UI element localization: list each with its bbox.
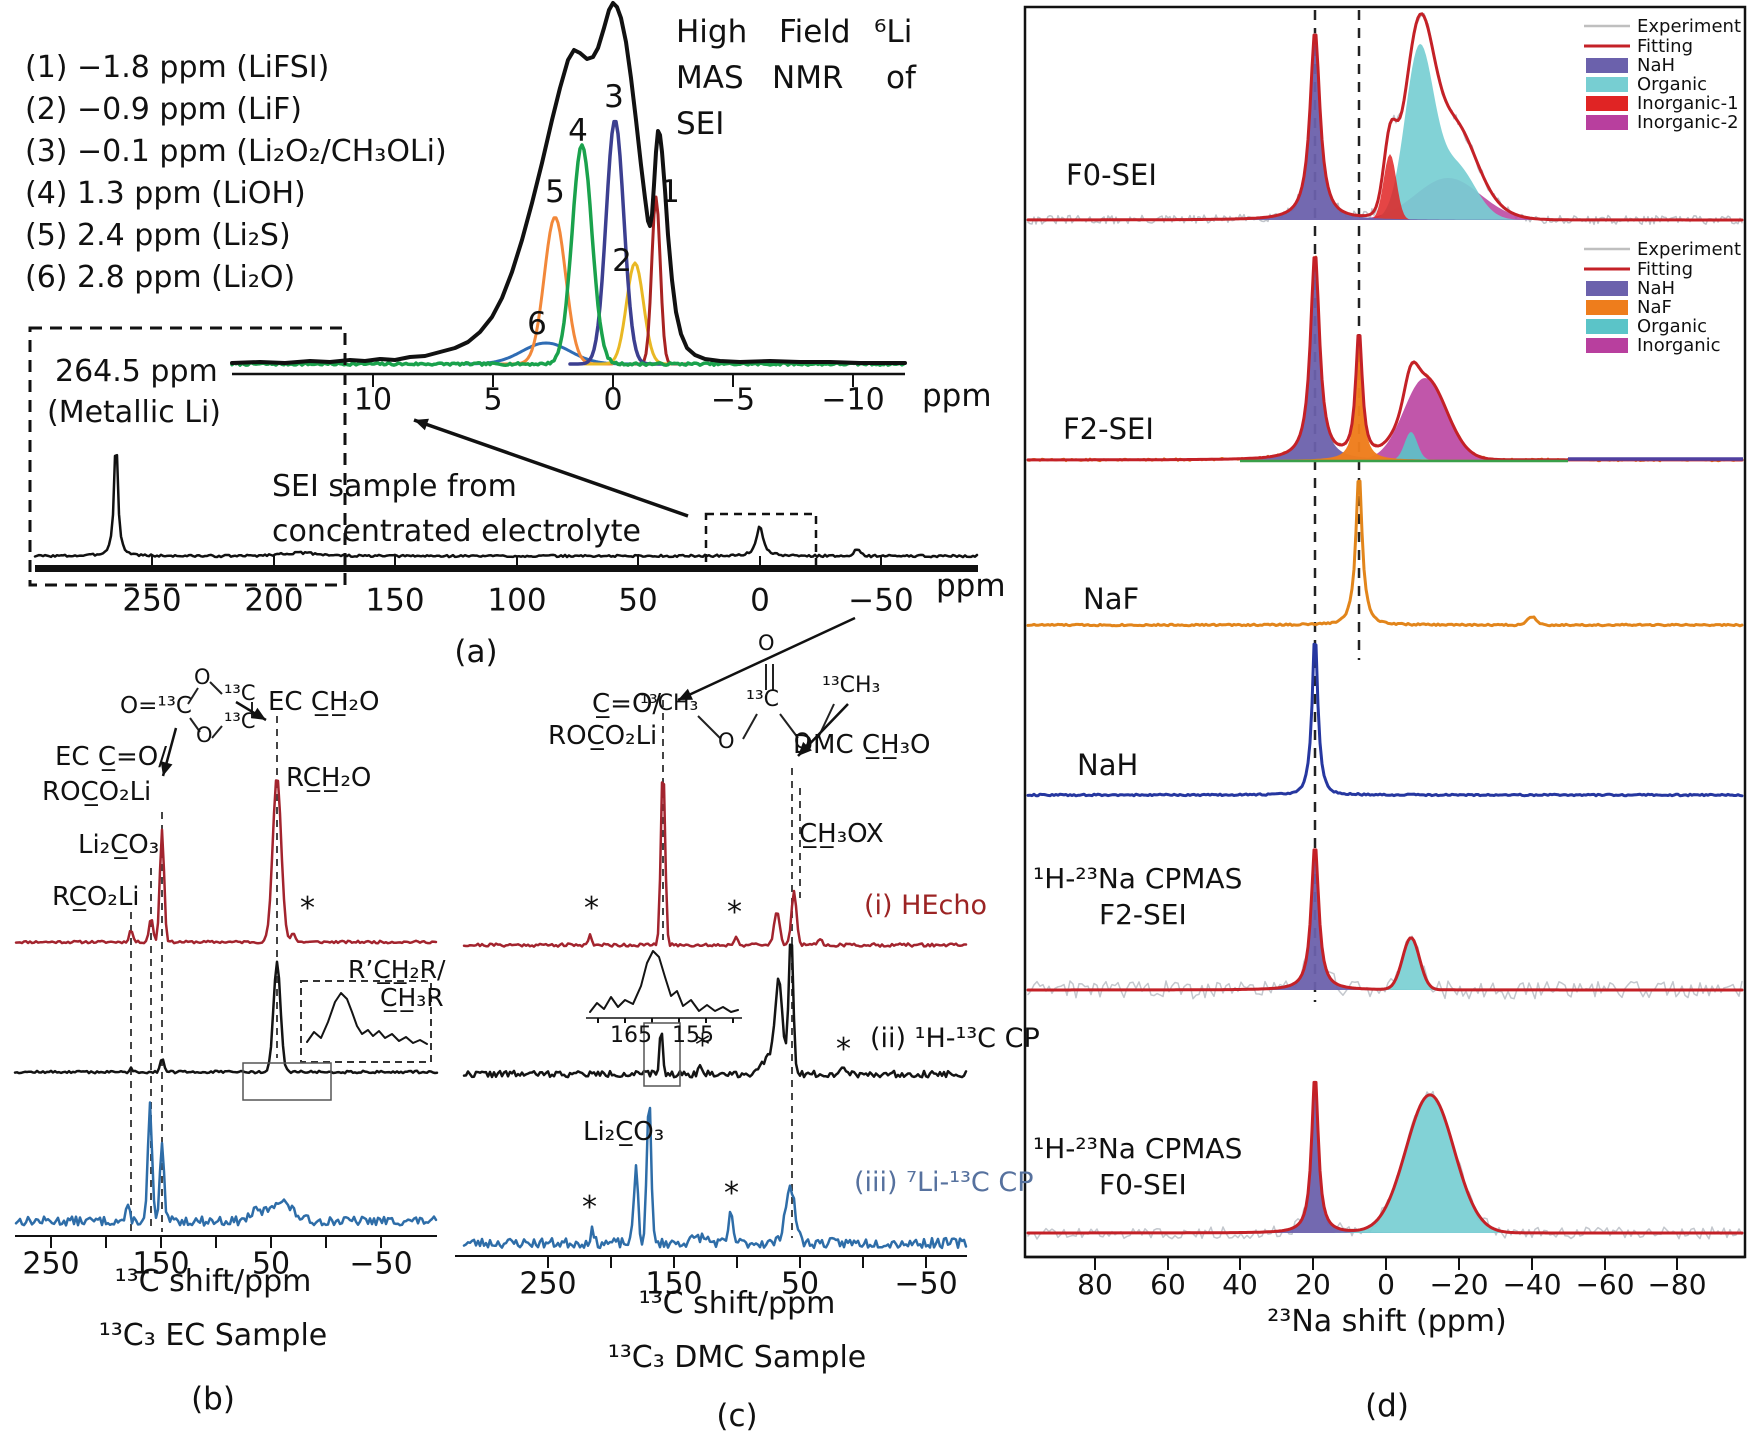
tick-ax-b-50: 50: [252, 1247, 290, 1282]
tick-ax-a-expanded-5: 5: [483, 383, 502, 418]
trace-a-envelope: [230, 1, 907, 365]
tick-ax-c-−50: −50: [894, 1267, 957, 1302]
tick-ax-a-expanded-−10: −10: [821, 383, 884, 418]
tick-ax-d-−60: −60: [1575, 1268, 1634, 1301]
tick-ax-c-50: 50: [781, 1267, 819, 1302]
tick-ax-b-−50: −50: [349, 1247, 412, 1282]
trace-d5-fit: [1026, 848, 1744, 992]
trace-c-inset-curve: [589, 950, 739, 1013]
trace-d2-fit: [1026, 256, 1744, 462]
trace-d4-nah: [1026, 642, 1744, 798]
trace-d3-naf: [1026, 479, 1744, 628]
tick-ax-d-80: 80: [1077, 1268, 1113, 1301]
trace-d2-inorganic: [1028, 378, 1743, 460]
trace-a-peak4: [230, 143, 906, 367]
trace-d5-exp: [1027, 856, 1743, 1000]
tick-ax-c-250: 250: [519, 1267, 576, 1302]
trace-a-full: [33, 453, 979, 559]
tick-ax-a-full-200: 200: [244, 582, 303, 618]
tick-ax-d-−40: −40: [1502, 1268, 1561, 1301]
trace-c-cp: [462, 943, 968, 1079]
tick-ax-d-20: 20: [1295, 1268, 1331, 1301]
trace-d2-exp: [1027, 255, 1743, 463]
tick-ax-a-full-250: 250: [122, 582, 181, 618]
tick-ax-a-expanded-−5: −5: [711, 383, 755, 418]
tick-ax-a-full-0: 0: [750, 582, 770, 618]
tick-ax-a-full-50: 50: [618, 582, 657, 618]
trace-d2-nah: [1028, 258, 1743, 460]
tick-ax-d-0: 0: [1377, 1268, 1395, 1301]
tick-ax-b-150: 150: [132, 1247, 189, 1282]
trace-b-cp: [13, 960, 439, 1075]
tick-ax-a-full-150: 150: [365, 582, 424, 618]
tick-ax-d-60: 60: [1150, 1268, 1186, 1301]
trace-d1-inorg1: [1028, 154, 1743, 220]
tick-ax-a-full-−50: −50: [848, 582, 913, 618]
tick-ax-a-expanded-10: 10: [354, 383, 392, 418]
trace-d6-fit: [1026, 1080, 1744, 1235]
trace-c-hecho: [462, 781, 968, 948]
trace-d1-fit: [1026, 12, 1744, 222]
trace-b-licp: [14, 1101, 438, 1227]
tick-ax-d-−20: −20: [1429, 1268, 1488, 1301]
tick-ax-d-40: 40: [1222, 1268, 1258, 1301]
trace-d5-nah: [1028, 849, 1743, 990]
tick-ax-d-−80: −80: [1647, 1268, 1706, 1301]
trace-d6-organic: [1028, 1095, 1743, 1233]
tick-ax-b-250: 250: [22, 1247, 79, 1282]
trace-c-licp: [462, 1106, 968, 1250]
trace-b-inset-curve: [306, 992, 428, 1045]
tick-ax-a-expanded-0: 0: [603, 383, 622, 418]
tick-ax-a-full-100: 100: [487, 582, 546, 618]
tick-ax-c-150: 150: [645, 1267, 702, 1302]
trace-b-hecho: [14, 779, 438, 945]
